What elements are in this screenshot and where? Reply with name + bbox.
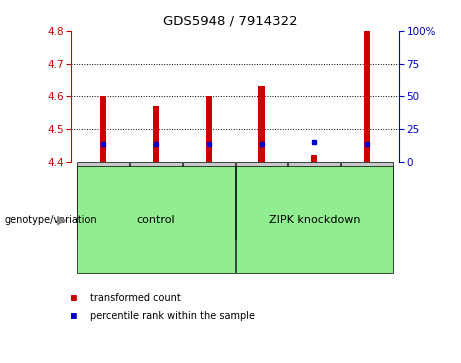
Text: GSM1369863: GSM1369863 <box>310 175 319 226</box>
Text: GSM1369856: GSM1369856 <box>99 175 107 226</box>
Text: percentile rank within the sample: percentile rank within the sample <box>90 311 255 321</box>
Bar <box>153 106 159 162</box>
Bar <box>183 162 235 239</box>
Text: ▶: ▶ <box>57 213 67 226</box>
Bar <box>311 155 318 162</box>
Text: ■: ■ <box>71 311 77 321</box>
Text: ZIPK knockdown: ZIPK knockdown <box>269 215 360 225</box>
Bar <box>130 162 182 239</box>
Text: genotype/variation: genotype/variation <box>5 215 97 225</box>
Bar <box>100 96 106 162</box>
Bar <box>236 166 393 273</box>
Text: GSM1369857: GSM1369857 <box>151 175 160 226</box>
Bar <box>236 162 287 239</box>
Text: ■: ■ <box>71 293 77 303</box>
Bar <box>206 96 212 162</box>
Text: GSM1369862: GSM1369862 <box>257 175 266 226</box>
Bar <box>77 166 235 273</box>
Bar <box>77 162 129 239</box>
Text: control: control <box>136 215 175 225</box>
Bar <box>289 162 340 239</box>
Text: transformed count: transformed count <box>90 293 181 303</box>
Text: GSM1369864: GSM1369864 <box>363 175 372 226</box>
Bar <box>258 86 265 162</box>
Bar <box>341 162 393 239</box>
Text: GDS5948 / 7914322: GDS5948 / 7914322 <box>163 15 298 28</box>
Bar <box>364 31 370 162</box>
Text: GSM1369858: GSM1369858 <box>204 175 213 226</box>
